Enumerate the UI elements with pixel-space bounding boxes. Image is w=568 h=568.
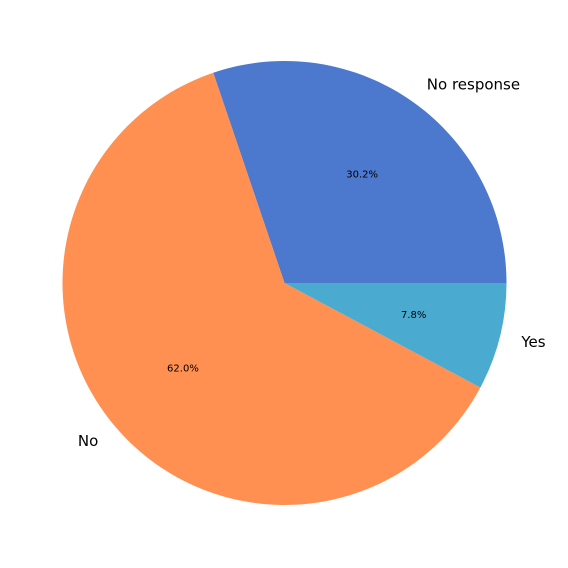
pie-pct-label: 62.0% <box>167 364 199 375</box>
pie-pct-label: 30.2% <box>346 169 378 180</box>
pie-category-label: No <box>78 432 98 450</box>
pie-slices <box>62 60 507 505</box>
pie-slice-yes <box>284 283 507 388</box>
pie-category-label: No response <box>427 76 520 94</box>
pie-slice-no <box>62 72 481 505</box>
pie-labels: 30.2% No response 62.0% No 7.8% Yes <box>78 76 546 450</box>
pie-pct-label: 7.8% <box>401 310 426 321</box>
pie-category-label: Yes <box>520 333 545 351</box>
pie-slice-no-response <box>213 60 507 284</box>
